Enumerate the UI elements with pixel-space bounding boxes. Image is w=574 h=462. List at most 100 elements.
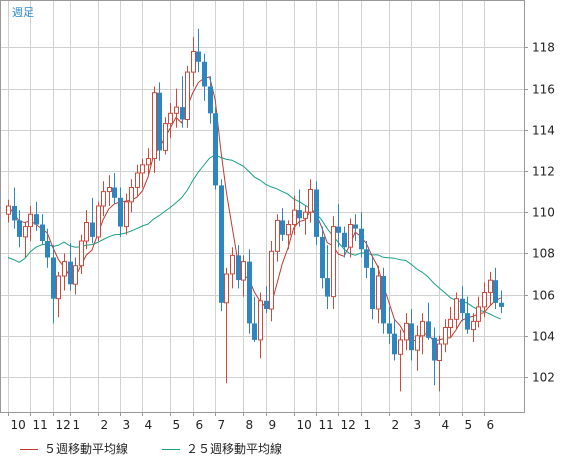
candle-body-down	[68, 261, 73, 285]
candle-body-up	[28, 213, 33, 228]
legend-item-ma25: ２５週移動平均線	[162, 441, 282, 457]
candle-body-down	[297, 210, 302, 219]
candle-body-down	[17, 220, 22, 237]
candle-layer	[6, 28, 504, 392]
candle-body-up	[415, 335, 420, 351]
x-tick-label: 6	[196, 418, 204, 432]
candle-body-up	[146, 158, 151, 166]
candle-body-down	[45, 241, 50, 258]
candle-body-up	[275, 219, 280, 252]
candle-body-up	[62, 261, 67, 277]
candle-body-down	[51, 257, 56, 299]
candle-body-up	[168, 112, 173, 125]
candle-body-down	[202, 61, 207, 87]
ma25-layer	[7, 154, 501, 320]
x-tick-label: 8	[246, 418, 254, 432]
candle-body-down	[118, 197, 123, 227]
y-axis-labels: 102 104 106 108 110 112 114 116 118	[532, 41, 555, 385]
legend-label-ma25: ２５週移動平均線	[186, 442, 283, 456]
legend-swatch-ma5	[20, 449, 38, 450]
candle-body-up	[471, 320, 476, 331]
plot-frame	[0, 0, 525, 413]
candle-body-up	[174, 106, 179, 114]
candle-body-down	[336, 226, 341, 233]
candle-body-down	[264, 300, 269, 309]
x-tick-label: 11	[33, 418, 48, 432]
candle-body-down	[208, 86, 213, 114]
candle-body-down	[342, 232, 347, 248]
candle-body-up	[23, 226, 28, 238]
candle-body-down	[236, 255, 241, 281]
candle-body-up	[135, 172, 140, 188]
candle-body-down	[392, 333, 397, 355]
candle-body-down	[460, 298, 465, 314]
candle-body-down	[157, 92, 162, 151]
candle-body-up	[96, 205, 101, 238]
x-tick-label: 5	[465, 418, 473, 432]
x-tick-label: 6	[487, 418, 495, 432]
x-tick-label: 1	[73, 418, 81, 432]
candle-body-up	[476, 306, 481, 322]
period-label: 週足	[12, 6, 34, 19]
candle-body-up	[73, 265, 78, 285]
candle-body-down	[465, 313, 470, 330]
x-tick-label: 11	[319, 418, 334, 432]
candle-body-up	[56, 275, 61, 300]
y-tick-label: 112	[532, 165, 555, 179]
candle-body-up	[224, 273, 229, 304]
candle-body-down	[426, 321, 431, 338]
candle-body-up	[269, 250, 274, 310]
x-tick-label: 2	[101, 418, 109, 432]
x-tick-label: 10	[11, 418, 26, 432]
candle-body-down	[34, 214, 39, 225]
candle-body-down	[325, 278, 330, 297]
candle-body-up	[241, 261, 246, 281]
candle-body-up	[84, 222, 89, 242]
candle-body-down	[353, 224, 358, 229]
y-tick-label: 116	[532, 83, 555, 97]
x-tick-label: 1	[364, 418, 372, 432]
legend-swatch-ma25	[162, 449, 180, 450]
candle-body-up	[348, 224, 353, 248]
candle-body-up	[140, 164, 145, 174]
candle-body-down	[196, 51, 201, 62]
y-tick-label: 102	[532, 371, 555, 385]
y-tick-label: 118	[532, 41, 555, 55]
candle-body-down	[213, 113, 218, 186]
candle-body-down	[409, 323, 414, 351]
candle-body-up	[185, 71, 190, 120]
x-tick-label: 2	[392, 418, 400, 432]
x-tick-label: 9	[269, 418, 277, 432]
candle-body-down	[370, 267, 375, 309]
candle-body-up	[443, 327, 448, 345]
candle-body-down	[252, 323, 257, 340]
candle-body-down	[364, 249, 369, 268]
candle-body-up	[488, 279, 493, 294]
y-tick-label: 108	[532, 247, 555, 261]
candle-body-up	[152, 92, 157, 160]
candle-body-up	[191, 51, 196, 73]
candle-body-up	[101, 191, 106, 207]
legend-label-ma5: ５週移動平均線	[44, 442, 129, 456]
candle-body-up	[230, 254, 235, 275]
x-tick-label: 7	[218, 418, 226, 432]
x-tick-label: 3	[414, 418, 422, 432]
y-tick-label: 114	[532, 124, 555, 138]
candle-body-up	[163, 123, 168, 151]
candle-body-up	[79, 240, 84, 267]
candle-body-down	[180, 107, 185, 120]
candle-body-up	[258, 300, 263, 341]
candle-body-down	[12, 206, 17, 221]
candle-body-up	[6, 205, 11, 215]
candle-body-up	[308, 189, 313, 213]
candle-body-up	[292, 209, 297, 226]
candle-body-up	[124, 201, 129, 228]
candle-body-down	[219, 185, 224, 303]
x-tick-label: 3	[123, 418, 131, 432]
candle-body-up	[129, 187, 134, 203]
ma25-line	[7, 154, 501, 320]
candle-body-down	[499, 302, 504, 307]
candle-body-up	[420, 320, 425, 337]
candle-body-up	[482, 292, 487, 308]
